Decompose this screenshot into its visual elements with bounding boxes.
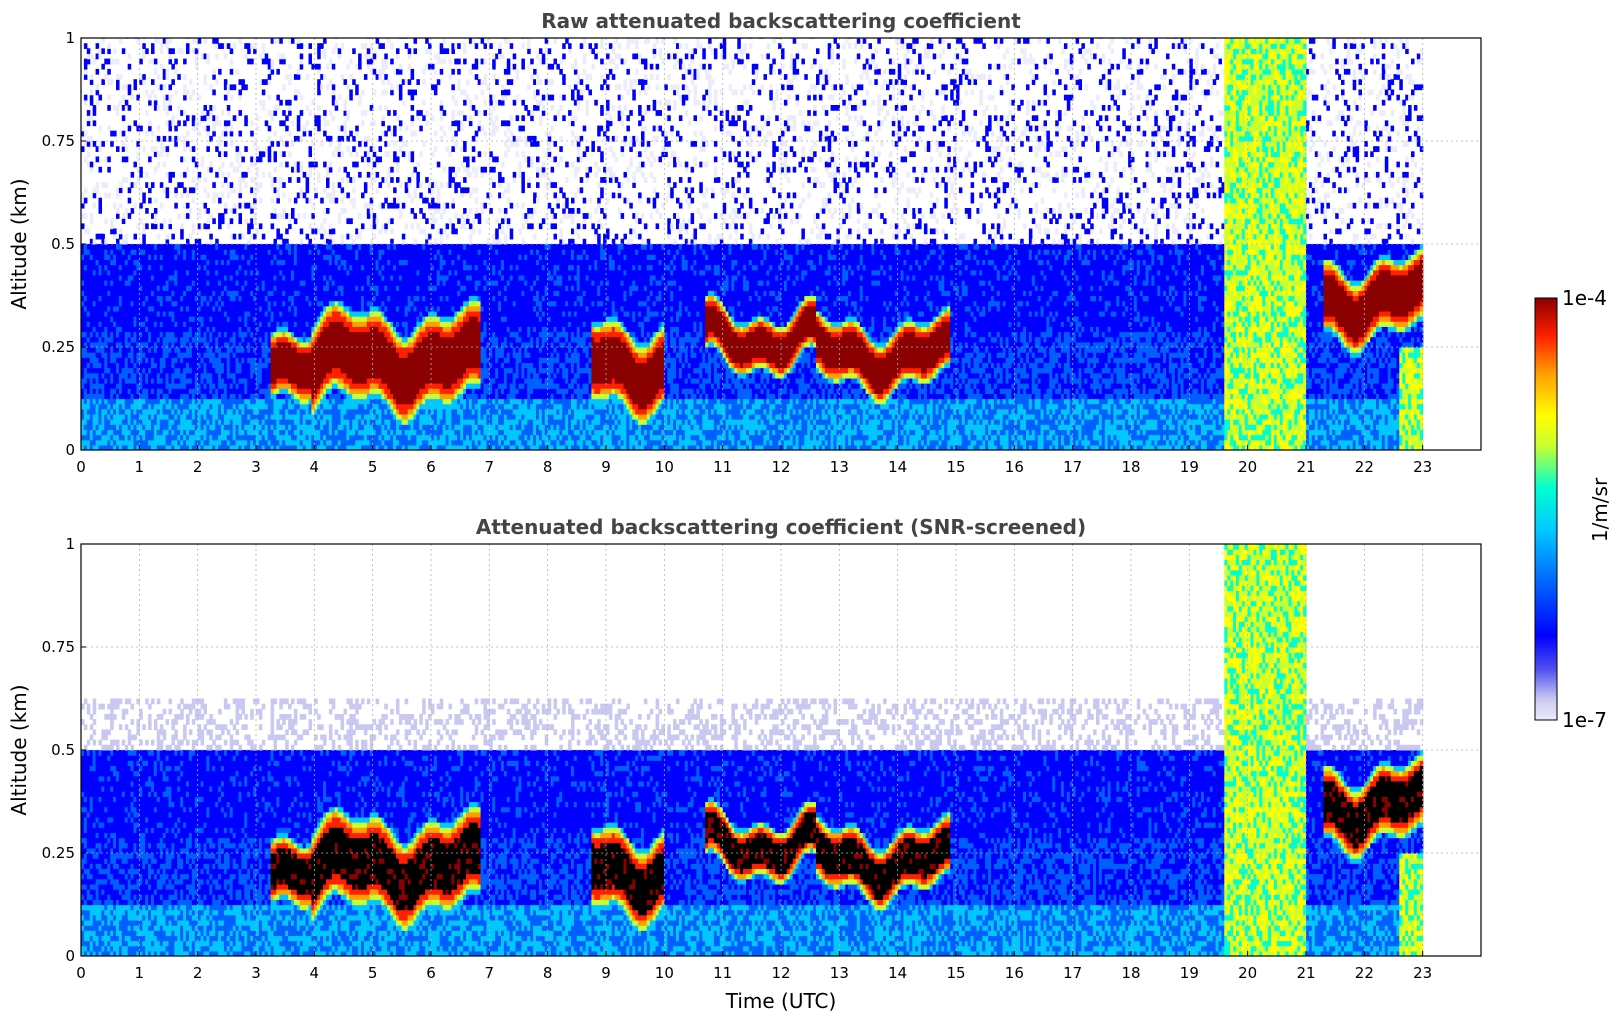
x-tick-label: 0 <box>76 458 86 476</box>
x-tick-label: 22 <box>1355 458 1374 476</box>
x-tick-label: 15 <box>946 964 965 982</box>
bottom-y-axis-label: Altitude (km) <box>7 684 31 815</box>
x-tick-label: 5 <box>368 964 378 982</box>
x-tick-label: 2 <box>193 964 203 982</box>
x-axis-label: Time (UTC) <box>725 989 837 1013</box>
x-tick-label: 8 <box>543 964 553 982</box>
x-tick-label: 19 <box>1180 458 1199 476</box>
x-tick-label: 16 <box>1005 964 1024 982</box>
bottom-chart-title: Attenuated backscattering coefficient (S… <box>476 515 1086 539</box>
x-tick-label: 3 <box>251 964 261 982</box>
y-tick-label: 0.75 <box>42 638 75 656</box>
x-tick-label: 5 <box>368 458 378 476</box>
top-grid <box>80 38 1481 450</box>
top-chart-title: Raw attenuated backscattering coefficien… <box>541 9 1021 33</box>
x-tick-label: 4 <box>310 458 320 476</box>
x-tick-label: 20 <box>1238 458 1257 476</box>
x-tick-label: 2 <box>193 458 203 476</box>
y-tick-label: 0.25 <box>42 338 75 356</box>
x-tick-label: 9 <box>601 458 611 476</box>
x-tick-label: 18 <box>1121 458 1140 476</box>
x-tick-label: 1 <box>135 458 145 476</box>
top-y-ticks: 0 0.25 0.5 0.75 1 <box>42 29 86 459</box>
x-tick-label: 0 <box>76 964 86 982</box>
x-tick-label: 14 <box>888 458 907 476</box>
y-tick-label: 1 <box>65 29 75 47</box>
colorbar-max-label: 1e-4 <box>1562 286 1607 310</box>
bottom-heatmap <box>81 544 1424 956</box>
x-tick-label: 17 <box>1063 964 1082 982</box>
x-tick-label: 1 <box>135 964 145 982</box>
colorbar <box>1534 297 1558 721</box>
x-tick-label: 6 <box>426 964 436 982</box>
x-tick-label: 17 <box>1063 458 1082 476</box>
bottom-y-ticks: 0 0.25 0.5 0.75 1 <box>42 535 86 965</box>
y-tick-label: 0 <box>65 947 75 965</box>
x-tick-label: 20 <box>1238 964 1257 982</box>
bottom-x-ticks: 0 1 2 3 4 5 6 7 8 9 10 11 12 13 14 15 16 17 18 19 20 21 22 23 <box>76 951 1432 982</box>
x-tick-label: 12 <box>771 458 790 476</box>
x-tick-label: 11 <box>713 964 732 982</box>
y-tick-label: 0.5 <box>51 235 75 253</box>
x-tick-label: 9 <box>601 964 611 982</box>
x-tick-label: 23 <box>1413 964 1432 982</box>
x-tick-label: 10 <box>655 458 674 476</box>
x-tick-label: 15 <box>946 458 965 476</box>
x-tick-label: 11 <box>713 458 732 476</box>
x-tick-label: 6 <box>426 458 436 476</box>
x-tick-label: 3 <box>251 458 261 476</box>
x-tick-label: 18 <box>1121 964 1140 982</box>
x-tick-label: 13 <box>830 964 849 982</box>
colorbar-min-label: 1e-7 <box>1562 708 1607 732</box>
x-tick-label: 4 <box>310 964 320 982</box>
x-tick-label: 19 <box>1180 964 1199 982</box>
top-x-ticks: 0 1 2 3 4 5 6 7 8 9 10 11 12 13 14 15 16 17 18 19 20 21 22 23 <box>76 445 1432 476</box>
x-tick-label: 22 <box>1355 964 1374 982</box>
y-tick-label: 0.5 <box>51 741 75 759</box>
x-tick-label: 13 <box>830 458 849 476</box>
x-tick-label: 23 <box>1413 458 1432 476</box>
x-tick-label: 14 <box>888 964 907 982</box>
x-tick-label: 10 <box>655 964 674 982</box>
x-tick-label: 12 <box>771 964 790 982</box>
x-tick-label: 16 <box>1005 458 1024 476</box>
y-tick-label: 1 <box>65 535 75 553</box>
y-tick-label: 0.25 <box>42 844 75 862</box>
x-tick-label: 7 <box>485 458 495 476</box>
x-tick-label: 21 <box>1296 458 1315 476</box>
top-y-axis-label: Altitude (km) <box>7 178 31 309</box>
x-tick-label: 7 <box>485 964 495 982</box>
y-tick-label: 0 <box>65 441 75 459</box>
x-tick-label: 21 <box>1296 964 1315 982</box>
x-tick-label: 8 <box>543 458 553 476</box>
colorbar-unit-label: 1/m/sr <box>1588 477 1612 542</box>
top-heatmap <box>81 38 1424 450</box>
y-tick-label: 0.75 <box>42 132 75 150</box>
